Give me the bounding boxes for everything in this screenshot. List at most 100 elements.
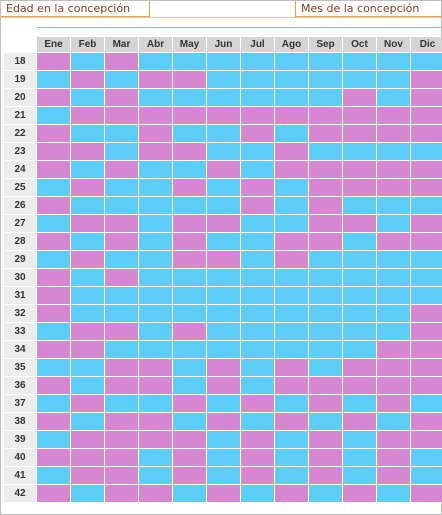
girl-cell [139, 485, 172, 502]
boy-cell [139, 215, 172, 232]
girl-cell [309, 377, 342, 394]
boy-cell [173, 89, 206, 106]
boy-cell [343, 71, 376, 88]
boy-cell [37, 323, 70, 340]
girl-cell [207, 251, 240, 268]
boy-cell [241, 251, 274, 268]
month-header: Jul [241, 37, 274, 52]
boy-cell [241, 71, 274, 88]
girl-cell [411, 125, 442, 142]
boy-cell [377, 143, 410, 160]
girl-cell [411, 431, 442, 448]
boy-cell [71, 269, 104, 286]
girl-cell [377, 467, 410, 484]
age-label: 23 [4, 143, 36, 160]
girl-cell [377, 377, 410, 394]
month-header: Oct [343, 37, 376, 52]
girl-cell [343, 413, 376, 430]
month-header: Jun [207, 37, 240, 52]
boy-cell [71, 125, 104, 142]
girl-cell [411, 359, 442, 376]
girl-cell [37, 413, 70, 430]
boy-cell [241, 341, 274, 358]
boy-cell [71, 413, 104, 430]
girl-cell [173, 431, 206, 448]
boy-cell [241, 233, 274, 250]
age-label: 41 [4, 467, 36, 484]
boy-cell [309, 287, 342, 304]
girl-cell [411, 377, 442, 394]
boy-cell [411, 287, 442, 304]
boy-cell [139, 233, 172, 250]
girl-cell [139, 143, 172, 160]
boy-cell [173, 269, 206, 286]
girl-cell [241, 197, 274, 214]
girl-cell [71, 395, 104, 412]
girl-cell [343, 359, 376, 376]
girl-cell [173, 179, 206, 196]
boy-cell [309, 251, 342, 268]
boy-cell [275, 395, 308, 412]
girl-cell [71, 467, 104, 484]
boy-cell [377, 53, 410, 70]
girl-cell [207, 107, 240, 124]
boy-cell [343, 467, 376, 484]
girl-cell [309, 197, 342, 214]
boy-cell [139, 323, 172, 340]
girl-cell [139, 431, 172, 448]
girl-cell [37, 269, 70, 286]
girl-cell [207, 215, 240, 232]
girl-cell [207, 485, 240, 502]
boy-cell [241, 377, 274, 394]
boy-cell [207, 395, 240, 412]
girl-cell [37, 197, 70, 214]
boy-cell [139, 53, 172, 70]
boy-cell [207, 269, 240, 286]
age-label: 24 [4, 161, 36, 178]
girl-cell [275, 485, 308, 502]
boy-cell [241, 359, 274, 376]
girl-cell [173, 395, 206, 412]
boy-cell [105, 395, 138, 412]
age-label: 40 [4, 449, 36, 466]
girl-cell [207, 161, 240, 178]
girl-cell [411, 485, 442, 502]
girl-cell [37, 161, 70, 178]
girl-cell [343, 485, 376, 502]
boy-cell [105, 197, 138, 214]
boy-cell [275, 179, 308, 196]
boy-cell [241, 305, 274, 322]
girl-cell [377, 341, 410, 358]
boy-cell [275, 467, 308, 484]
girl-cell [71, 71, 104, 88]
boy-cell [411, 467, 442, 484]
age-label: 21 [4, 107, 36, 124]
boy-cell [139, 251, 172, 268]
girl-cell [173, 215, 206, 232]
girl-cell [275, 359, 308, 376]
boy-cell [275, 305, 308, 322]
boy-cell [37, 251, 70, 268]
boy-cell [275, 89, 308, 106]
boy-cell [275, 431, 308, 448]
boy-cell [37, 215, 70, 232]
girl-cell [105, 431, 138, 448]
girl-cell [105, 53, 138, 70]
girl-cell [105, 161, 138, 178]
boy-cell [275, 323, 308, 340]
boy-cell [241, 89, 274, 106]
boy-cell [343, 251, 376, 268]
boy-cell [71, 53, 104, 70]
girl-cell [37, 143, 70, 160]
boy-cell [377, 269, 410, 286]
boy-cell [207, 179, 240, 196]
boy-cell [71, 197, 104, 214]
boy-cell [309, 71, 342, 88]
girl-cell [173, 233, 206, 250]
girl-cell [71, 323, 104, 340]
girl-cell [71, 215, 104, 232]
girl-cell [71, 107, 104, 124]
girl-cell [37, 485, 70, 502]
age-label: 38 [4, 413, 36, 430]
